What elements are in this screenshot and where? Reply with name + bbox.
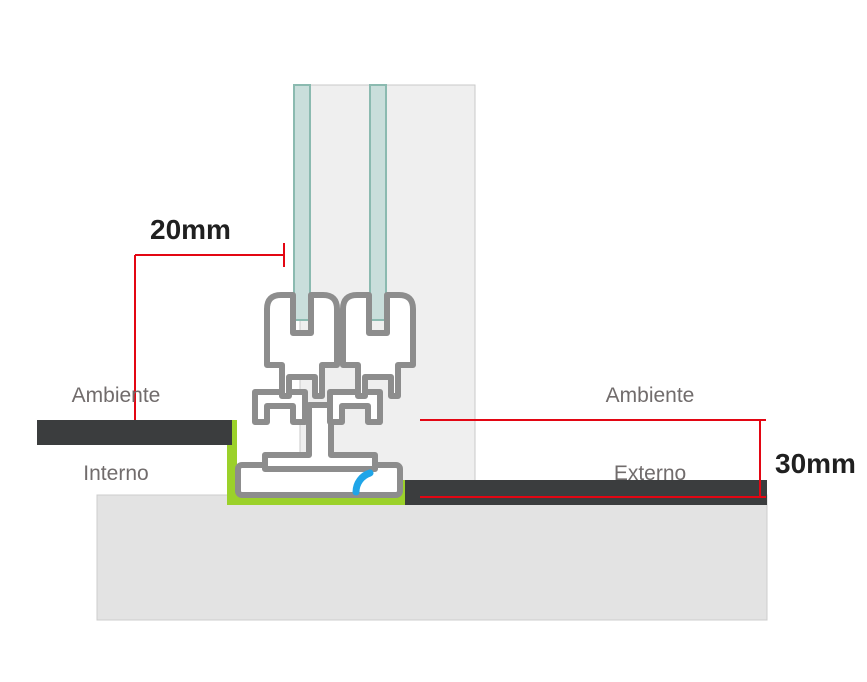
dim-30mm-text: 30mm — [775, 446, 856, 481]
label-ambiente-interno: Ambiente Interno — [72, 330, 161, 540]
label-externo-line2: Externo — [606, 461, 695, 487]
label-ambiente-externo: Ambiente Externo — [606, 330, 695, 540]
label-interno-line2: Interno — [72, 461, 161, 487]
glass-right — [370, 85, 386, 320]
glass-left — [294, 85, 310, 320]
outer-tile — [405, 480, 767, 505]
dim-20mm-text: 20mm — [150, 212, 231, 247]
label-interno-line1: Ambiente — [72, 383, 161, 409]
label-externo-line1: Ambiente — [606, 383, 695, 409]
